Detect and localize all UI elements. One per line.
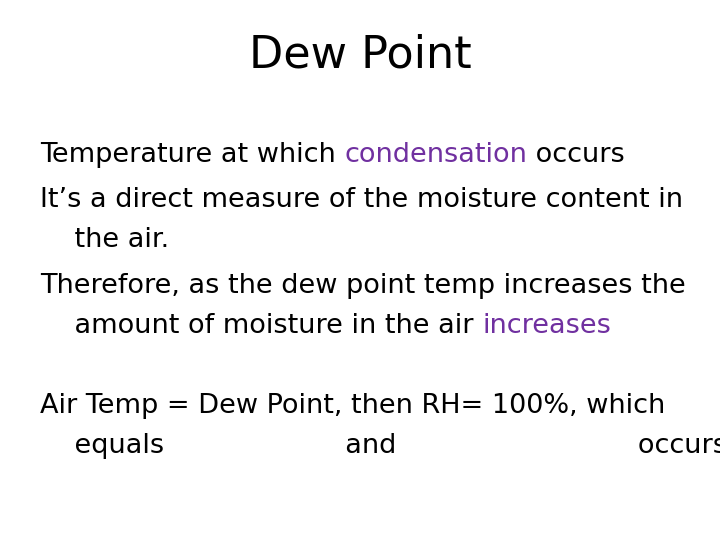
Text: Therefore, as the dew point temp increases the: Therefore, as the dew point temp increas… bbox=[40, 273, 685, 299]
Text: equals                     and                            occurs: equals and occurs bbox=[40, 433, 720, 459]
Text: condensation: condensation bbox=[344, 142, 527, 168]
Text: increases: increases bbox=[482, 313, 611, 339]
Text: It’s a direct measure of the moisture content in: It’s a direct measure of the moisture co… bbox=[40, 187, 683, 213]
Text: Air Temp = Dew Point, then RH= 100%, which: Air Temp = Dew Point, then RH= 100%, whi… bbox=[40, 393, 665, 419]
Text: amount of moisture in the air: amount of moisture in the air bbox=[40, 313, 482, 339]
Text: Dew Point: Dew Point bbox=[248, 33, 472, 77]
Text: the air.: the air. bbox=[40, 227, 169, 253]
Text: Temperature at which: Temperature at which bbox=[40, 142, 344, 168]
Text: occurs: occurs bbox=[527, 142, 625, 168]
